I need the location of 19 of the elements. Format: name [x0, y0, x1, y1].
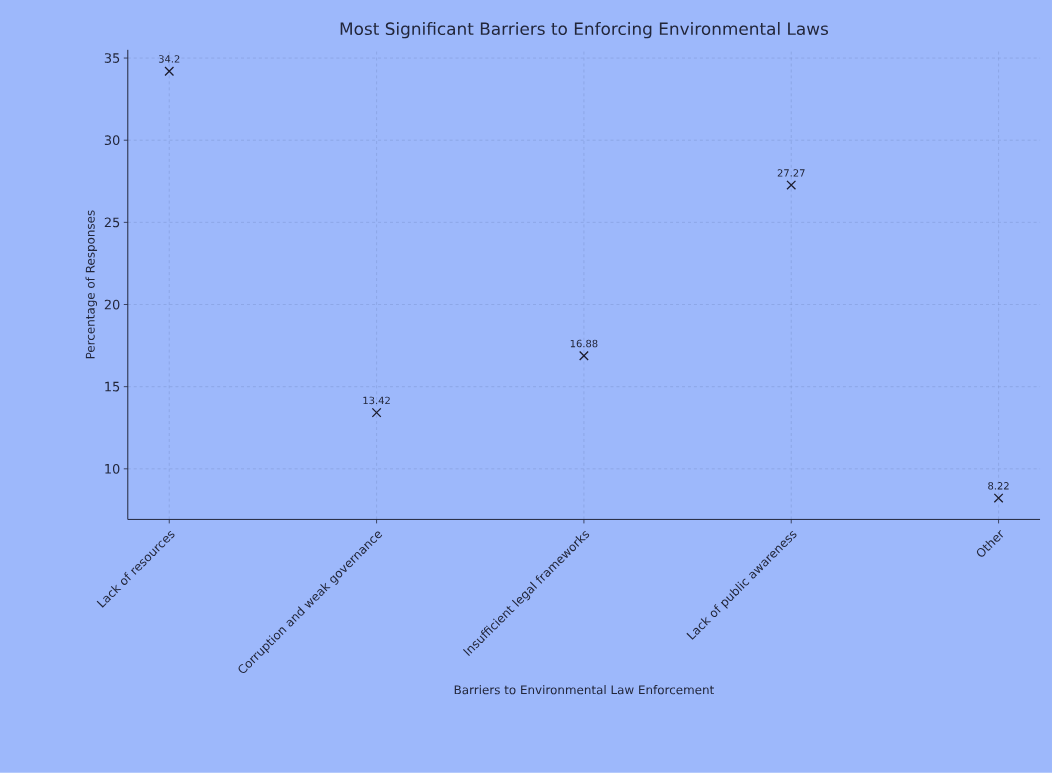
- data-label: 16.88: [570, 339, 598, 348]
- data-label: 34.2: [158, 55, 180, 63]
- y-tick-label: 25: [104, 217, 120, 228]
- y-tick-label: 10: [105, 464, 120, 474]
- data-label: 27.27: [777, 169, 805, 177]
- data-label: 13.42: [363, 396, 390, 405]
- point: [579, 351, 589, 361]
- point: [786, 180, 797, 191]
- point: [371, 407, 382, 418]
- y-tick-label: 30: [104, 135, 120, 146]
- y-tick-label: 35: [104, 53, 120, 64]
- point: [993, 493, 1004, 504]
- point: [164, 66, 175, 77]
- data-label: 8.22: [988, 482, 1009, 490]
- y-tick-label: 15: [105, 382, 120, 392]
- x-axis-title: Barriers to Environmental Law Enforcement: [454, 685, 714, 695]
- y-tick-label: 20: [104, 299, 120, 310]
- y-axis-title: Percentage of Responses: [85, 210, 98, 359]
- chart-title: Most Significant Barriers to Enforcing Environmental Laws: [340, 22, 829, 39]
